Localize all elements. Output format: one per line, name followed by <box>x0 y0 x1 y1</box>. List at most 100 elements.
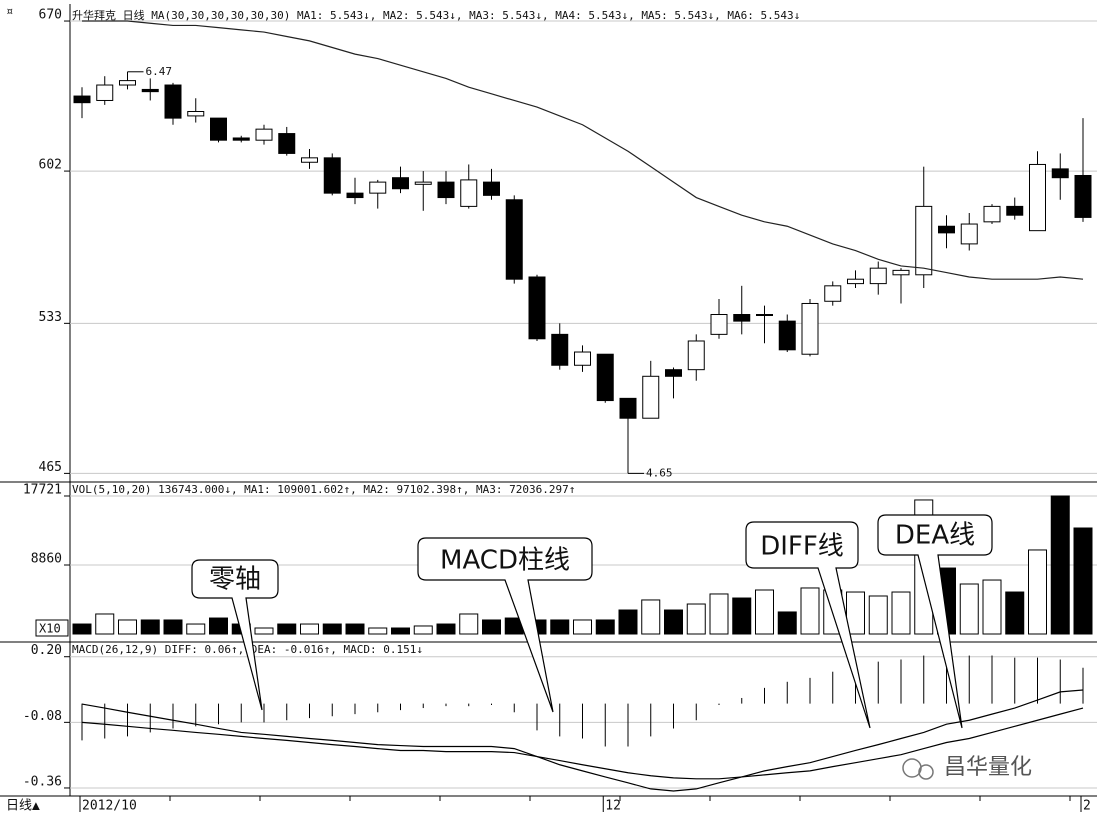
volume-bar <box>641 599 661 635</box>
callout: 零轴 <box>191 559 279 711</box>
candle-body <box>665 369 682 377</box>
candle-body <box>892 269 910 276</box>
volume-bar <box>1073 527 1093 635</box>
candle-body <box>164 84 182 119</box>
y-tick-label: -0.36 <box>23 774 62 789</box>
annotation-label: 6.47 <box>146 65 173 78</box>
callout-box <box>191 559 279 711</box>
candle-body <box>119 80 136 86</box>
candle-body <box>756 314 773 317</box>
volume-bar <box>459 613 479 635</box>
price-title: 升华拜克 日线 MA(30,30,30,30,30,30) MA1: 5.543… <box>72 8 800 22</box>
volume-bar <box>140 619 160 635</box>
panes: 670 602 533 465 6.47 4.65 17721 8860 0.20 -0.08 -0… <box>23 8 1097 814</box>
volume-bar <box>686 603 706 635</box>
volume-bar <box>118 619 137 635</box>
callout-box <box>417 537 593 713</box>
frame <box>0 4 1097 797</box>
watermark-icon <box>918 764 934 780</box>
candle-body <box>437 181 455 199</box>
candle-body <box>232 137 250 141</box>
volume-bar <box>254 627 274 635</box>
volume-bar <box>846 591 865 635</box>
x-tick-label: 12 <box>605 799 621 814</box>
y-tick-label: 8860 <box>31 551 62 566</box>
candle-body <box>96 84 114 101</box>
menu-icon[interactable]: ¤ <box>6 5 13 19</box>
volume-bar <box>664 609 683 635</box>
candle-body <box>414 181 432 185</box>
dea-line <box>81 707 1084 780</box>
y-tick-label: 0.20 <box>31 643 62 658</box>
candle-body <box>938 225 955 234</box>
callout: DEA线 <box>877 514 993 729</box>
period-label[interactable]: 日线▲ <box>6 799 40 814</box>
volume-bar <box>482 619 501 635</box>
candle-body <box>551 333 569 366</box>
callout: DIFF线 <box>745 521 871 729</box>
callout: MACD柱线 <box>417 537 593 713</box>
volume-bar <box>277 623 297 635</box>
ma-line <box>82 20 1084 280</box>
candle-body <box>847 278 864 285</box>
candle-body <box>460 179 478 207</box>
candle-body <box>483 181 500 196</box>
y-tick-label: 465 <box>39 460 62 475</box>
y-tick-label: 670 <box>39 8 62 23</box>
candle-body <box>323 157 341 194</box>
volume-bar <box>300 623 319 635</box>
candle-body <box>687 340 705 371</box>
volume-bar <box>573 619 592 635</box>
y-tick-label: 602 <box>39 158 62 173</box>
volume-bar <box>982 579 1002 635</box>
candle-body <box>1074 174 1092 218</box>
volume-bar <box>209 617 228 635</box>
volume-bar <box>322 623 342 635</box>
volume-bar <box>72 623 92 635</box>
volume-bar <box>1050 495 1070 635</box>
candle-body <box>960 223 978 245</box>
candle-body <box>73 95 91 104</box>
volume-bar <box>413 625 433 635</box>
volume-bar <box>755 589 774 635</box>
volume-bar <box>95 613 115 635</box>
volume-unit: X10 <box>39 622 61 636</box>
volume-bar <box>618 609 638 635</box>
volume-bar <box>186 623 206 635</box>
volume-bar <box>777 611 797 635</box>
candle-body <box>278 133 296 154</box>
candle-body <box>187 111 205 117</box>
y-tick-label: -0.08 <box>23 709 62 724</box>
candle-body <box>801 302 819 355</box>
candle-body <box>528 276 546 340</box>
candle-body <box>1006 205 1024 216</box>
candle-body <box>301 157 318 163</box>
candle-body <box>392 177 409 190</box>
volume-bar <box>595 619 615 635</box>
candle-body <box>619 397 637 419</box>
volume-bar <box>345 623 365 635</box>
volume-bar <box>391 627 410 635</box>
watermark: 昌华量化 <box>944 755 1032 780</box>
callout-text: MACD柱线 <box>440 546 570 576</box>
candle-body <box>778 320 796 351</box>
candle-body <box>255 128 273 141</box>
callout-box <box>745 521 871 729</box>
callout-text: 零轴 <box>209 565 261 595</box>
volume-bar <box>709 593 729 635</box>
volume-bar <box>891 591 911 635</box>
x-tick-label: 2012/10 <box>82 799 137 814</box>
candle-body <box>983 205 1001 223</box>
unit-box <box>35 619 69 637</box>
callout-box <box>877 514 993 729</box>
candle-body <box>574 351 591 366</box>
candle-body <box>1029 163 1046 232</box>
candle-body <box>869 267 887 285</box>
candle-body <box>596 353 614 402</box>
volume-bar <box>1005 591 1025 635</box>
volume-bar <box>732 597 752 635</box>
volume-bar <box>868 595 888 635</box>
candle-body <box>824 285 842 302</box>
candle-body <box>505 199 523 280</box>
